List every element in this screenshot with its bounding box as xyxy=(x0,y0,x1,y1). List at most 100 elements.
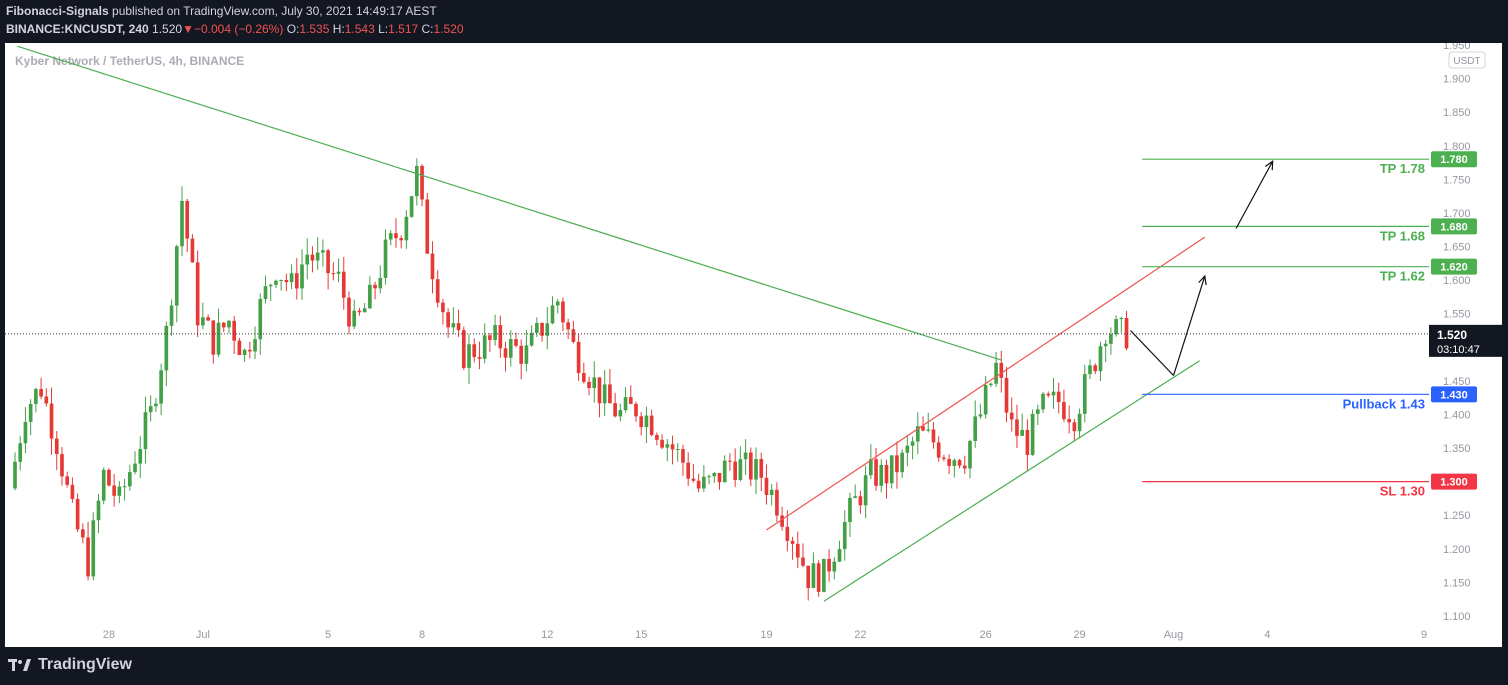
y-tick-label: 1.150 xyxy=(1443,577,1471,589)
candle-body xyxy=(1051,391,1056,396)
ohlc-line: BINANCE:KNCUSDT, 240 1.520▼−0.004 (−0.26… xyxy=(6,22,464,36)
candle-body xyxy=(519,345,524,364)
candle-body xyxy=(968,440,972,469)
candle-body xyxy=(581,373,586,382)
candle-body xyxy=(780,515,784,527)
projection-arrowhead xyxy=(1198,274,1207,286)
candle-body xyxy=(702,476,706,489)
candle-body xyxy=(587,381,591,388)
candle-body xyxy=(86,537,90,577)
candle-body xyxy=(488,335,492,340)
candle-body xyxy=(138,449,143,464)
candle-body xyxy=(441,302,445,313)
tp-1-62-axis-badge xyxy=(1431,258,1477,275)
last-price-value: 1.520 xyxy=(1437,328,1467,342)
candle-body xyxy=(649,415,654,435)
candle-body xyxy=(634,403,638,417)
candle-body xyxy=(1093,365,1098,372)
tp-1-68-label: TP 1.68 xyxy=(1380,228,1425,243)
candle-body xyxy=(863,475,868,506)
candle-body xyxy=(952,460,957,466)
candle-body xyxy=(399,238,403,241)
price-axis[interactable]: USDT 1.950 1.900 1.850 1.800 1.750 1.700 1.650 1… xyxy=(1429,40,1502,647)
candle-body xyxy=(905,445,910,453)
x-tick-label: 4 xyxy=(1264,629,1270,641)
candle-body xyxy=(555,301,560,306)
candle-body xyxy=(827,558,831,572)
currency-badge xyxy=(1448,51,1486,69)
candle-body xyxy=(1036,409,1040,414)
descending-resistance-trendline xyxy=(17,45,1002,361)
candle-body xyxy=(1025,429,1030,455)
candle-body xyxy=(216,322,221,355)
candle-body xyxy=(258,298,263,340)
tradingview-logo[interactable]: TradingView xyxy=(8,656,132,674)
candle-body xyxy=(1072,422,1077,432)
candle-body xyxy=(331,273,336,275)
x-tick-label: 26 xyxy=(980,629,992,641)
candle-body xyxy=(96,500,101,521)
candle-body xyxy=(289,273,294,283)
candle-body xyxy=(842,522,847,550)
price-axis-svg[interactable]: USDT 1.950 1.900 1.850 1.800 1.750 1.700 1.650 1… xyxy=(1429,40,1502,647)
candle-body xyxy=(242,349,247,356)
candle-body xyxy=(999,362,1004,378)
price-chart[interactable]: Kyber Network / TetherUS, 4h, BINANCE TP … xyxy=(5,43,1429,647)
candle-body xyxy=(148,406,153,413)
candle-body xyxy=(983,385,988,415)
candle-body xyxy=(154,403,158,407)
candle-body xyxy=(931,429,936,443)
candle-body xyxy=(660,439,664,448)
channel-upper-trendline xyxy=(766,236,1206,531)
candle-body xyxy=(884,464,889,484)
bar-countdown: 03:10:47 xyxy=(1437,344,1480,356)
candle-body xyxy=(70,484,75,499)
tp-1-62-axis-value: 1.620 xyxy=(1440,262,1468,274)
y-tick-label: 1.100 xyxy=(1443,611,1471,623)
candle-body xyxy=(101,469,106,501)
candle-body xyxy=(1103,343,1108,347)
sl-1-30-axis-value: 1.300 xyxy=(1440,477,1468,489)
candle-body xyxy=(816,563,821,592)
projection-segment xyxy=(1130,330,1174,376)
candle-body xyxy=(159,370,163,404)
tp-1-62-label: TP 1.62 xyxy=(1380,269,1425,284)
candle-body xyxy=(628,397,633,404)
candle-body xyxy=(728,460,732,462)
sl-1-30-axis-badge xyxy=(1431,473,1477,490)
candle-body xyxy=(957,460,962,466)
y-tick-label: 1.950 xyxy=(1443,43,1471,52)
candle-body xyxy=(169,305,174,326)
candle-body xyxy=(326,250,330,274)
candle-body xyxy=(889,455,894,484)
candle-body xyxy=(602,384,607,404)
candle-body xyxy=(529,332,534,346)
candle-body xyxy=(707,476,711,478)
y-tick-label: 1.350 xyxy=(1443,443,1471,455)
candle-body xyxy=(237,340,242,356)
pullback-1-43-axis-badge xyxy=(1431,386,1477,403)
author-name[interactable]: Fibonacci-Signals xyxy=(6,4,109,18)
candle-body xyxy=(65,476,70,485)
candle-body xyxy=(435,279,440,303)
candle-body xyxy=(394,233,398,239)
candle-body xyxy=(1077,413,1082,432)
chart-pane[interactable]: Kyber Network / TetherUS, 4h, BINANCE TP … xyxy=(5,43,1429,647)
candle-body xyxy=(446,312,450,328)
candle-body xyxy=(482,335,487,359)
candle-body xyxy=(39,389,43,397)
candle-body xyxy=(227,320,231,328)
candle-body xyxy=(107,469,111,486)
candle-body xyxy=(655,434,659,440)
candle-body xyxy=(133,463,137,473)
candle-body xyxy=(524,345,529,364)
candle-body xyxy=(571,329,576,342)
candle-body xyxy=(253,339,257,352)
candle-body xyxy=(550,305,555,324)
candle-body xyxy=(388,233,393,240)
candle-body xyxy=(414,165,419,197)
candle-body xyxy=(315,252,320,261)
x-tick-label: 12 xyxy=(541,629,553,641)
pullback-1-43-label: Pullback 1.43 xyxy=(1343,396,1425,411)
candle-body xyxy=(195,262,200,326)
